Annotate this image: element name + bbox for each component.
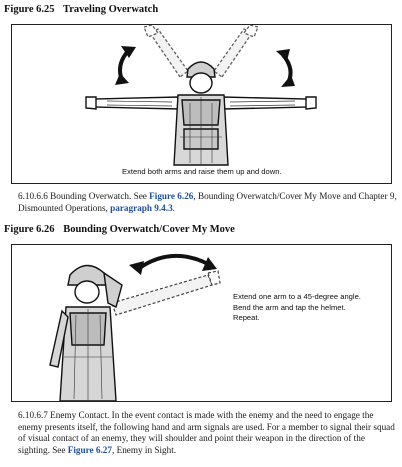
up-down-arrow-left	[115, 46, 136, 85]
figure-number: Figure 6.26	[4, 224, 55, 235]
figure-caption: Extend both arms and raise them up and d…	[122, 167, 282, 176]
para-text: .	[172, 202, 175, 213]
raised-arms-ghost	[143, 25, 259, 78]
bounding-overwatch-illustration	[49, 253, 221, 401]
figure-title-text: Bounding Overwatch/Cover My Move	[63, 224, 235, 235]
paragraph-9-4-3-link[interactable]: paragraph 9.4.3	[110, 202, 173, 213]
para-text: 6.10.6.6 Bounding Overwatch. See	[18, 191, 150, 201]
figure-number: Figure 6.25	[4, 4, 55, 15]
extended-arms	[85, 96, 317, 110]
paragraph-6-10-6-7: 6.10.6.7 Enemy Contact. In the event con…	[18, 410, 398, 456]
figure-box-traveling-overwatch: Extend both arms and raise them up and d…	[11, 24, 392, 184]
para-text: , Enemy in Sight.	[112, 444, 177, 455]
curved-motion-arrow	[129, 253, 217, 275]
caption-line: Repeat.	[233, 313, 260, 322]
figure-title-text: Traveling Overwatch	[63, 4, 159, 15]
figure-box-bounding-overwatch: Extend one arm to a 45-degree angle. Ben…	[11, 244, 392, 402]
caption-line: Extend one arm to a 45-degree angle.	[233, 292, 361, 301]
para-text: 6.10.6.7 Enemy Contact. In the event con…	[18, 410, 395, 455]
figure-6-26-link[interactable]: Figure 6.26	[149, 191, 194, 201]
figure-caption: Extend one arm to a 45-degree angle. Ben…	[233, 292, 361, 324]
figure-title-6-26: Figure 6.26 Bounding Overwatch/Cover My …	[4, 224, 235, 235]
up-down-arrow-right	[276, 49, 295, 87]
traveling-overwatch-illustration	[85, 25, 317, 166]
para-text: , Bounding Overwatch/Cover My Move and C…	[18, 191, 397, 213]
arm-ghost	[111, 270, 221, 316]
caption-line: Bend the arm and tap the helmet.	[233, 302, 346, 312]
figure-6-27-link[interactable]: Figure 6.27	[67, 444, 112, 455]
figure-title-6-25: Figure 6.25 Traveling Overwatch	[4, 4, 158, 15]
soldier-figure	[49, 264, 123, 401]
paragraph-6-10-6-6: 6.10.6.6 Bounding Overwatch. See Figure …	[18, 191, 398, 214]
